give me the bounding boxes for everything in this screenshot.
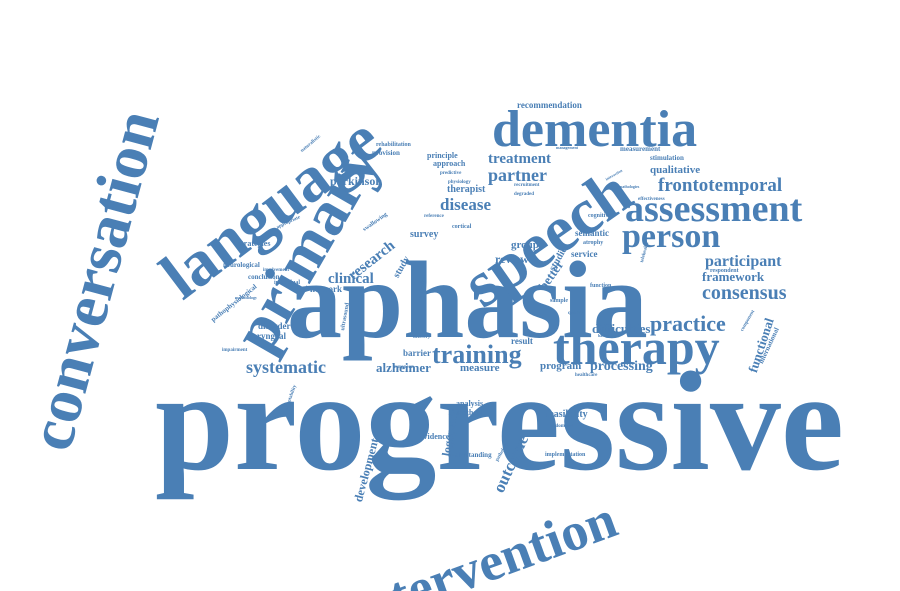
word-frontotemporal: frontotemporal [658, 175, 783, 196]
word-conclusion: conclusion [248, 273, 280, 281]
word-randomised: randomised [548, 424, 574, 429]
word-barrier: barrier [403, 348, 431, 358]
word-background: background [598, 333, 619, 338]
word-individual: individual [274, 280, 301, 286]
word-service: service [571, 249, 598, 259]
word-treatment: treatment [488, 151, 552, 167]
word-review: review [495, 252, 529, 266]
word-therapist: therapist [447, 184, 486, 195]
word-conversation: conversation [14, 102, 173, 458]
word-degraded: degraded [514, 192, 534, 197]
word-involvement: involvement [263, 268, 290, 273]
word-analysis: analysis [456, 399, 484, 408]
word-aphasia: aphasia [287, 239, 648, 361]
word-component: component [740, 309, 757, 333]
word-quality: quality [568, 311, 584, 316]
word-approach: approach [433, 159, 466, 168]
word-cognitive: cognitive [588, 213, 611, 219]
word-methodology: methodology [235, 295, 257, 300]
word-person: person [622, 218, 721, 255]
word-implementation: implementation [545, 452, 586, 458]
word-laryngeal: laryngeal [250, 331, 286, 341]
word-neurological: neurological [223, 261, 260, 269]
word-delivery: delivery [413, 335, 431, 340]
word-pathologies: pathologies [620, 184, 640, 189]
word-recruitment: recruitment [514, 183, 540, 188]
word-physiology: physiology [448, 180, 471, 185]
word-principle: principle [427, 151, 458, 160]
word-result: result [511, 336, 533, 346]
word-network: network [310, 284, 342, 294]
word-participant: participant [705, 253, 782, 270]
word-processing: processing [590, 359, 653, 374]
word-evidence: evidence [420, 432, 450, 441]
word-difficulties: difficulties [592, 321, 651, 336]
word-cortical: cortical [452, 224, 472, 230]
word-atrophy: atrophy [583, 240, 604, 246]
word-stimulation: stimulation [650, 154, 684, 162]
word-method: method [456, 408, 482, 417]
word-function: function [590, 283, 612, 289]
word-qualitative: qualitative [650, 164, 701, 176]
word-rehabilitation: rehabilitation [376, 142, 411, 148]
word-group: group [511, 239, 539, 251]
word-predictive: predictive [440, 171, 462, 176]
word-measurement: measurement [620, 145, 661, 153]
word-management: management [556, 145, 578, 150]
word-framework: framework [702, 269, 765, 284]
word-effectiveness: effectiveness [638, 197, 665, 202]
word-healthcare: healthcare [575, 373, 598, 378]
word-practice: practice [650, 311, 726, 336]
word-european: european [394, 365, 414, 370]
word-strategies: strategies [238, 239, 271, 248]
word-partner: partner [488, 165, 547, 185]
word-program: program [540, 360, 582, 372]
word-parkinson: parkinson [330, 174, 383, 188]
word-systematic: systematic [246, 357, 326, 377]
word-recommendation: recommendation [517, 100, 582, 110]
word-reference: reference [424, 214, 444, 219]
word-therapy: therapy [553, 319, 720, 375]
word-progressive: progressive [155, 342, 844, 500]
word-measure: measure [460, 362, 500, 374]
word-respondent: respondent [710, 268, 739, 274]
word-clinical: clinical [328, 271, 374, 287]
word-survey: survey [410, 229, 439, 240]
word-training: training [432, 340, 522, 369]
word-consensus: consensus [702, 282, 787, 304]
word-semantic: semantic [575, 228, 609, 238]
word-alzheimer: alzheimer [376, 360, 431, 375]
word-provision: provision [372, 149, 400, 157]
word-dementia: dementia [492, 101, 698, 158]
word-assessment: assessment [625, 188, 803, 230]
word-intervention: intervention [338, 488, 625, 591]
word-sample: sample [550, 298, 568, 304]
word-disorder: disorder [258, 321, 291, 331]
word-swallowing: swallowing [362, 211, 389, 233]
word-impairment: impairment [222, 348, 248, 353]
word-feasibility: feasibility [546, 409, 588, 420]
word-disease: disease [440, 195, 491, 214]
word-understanding: understanding [448, 451, 492, 459]
